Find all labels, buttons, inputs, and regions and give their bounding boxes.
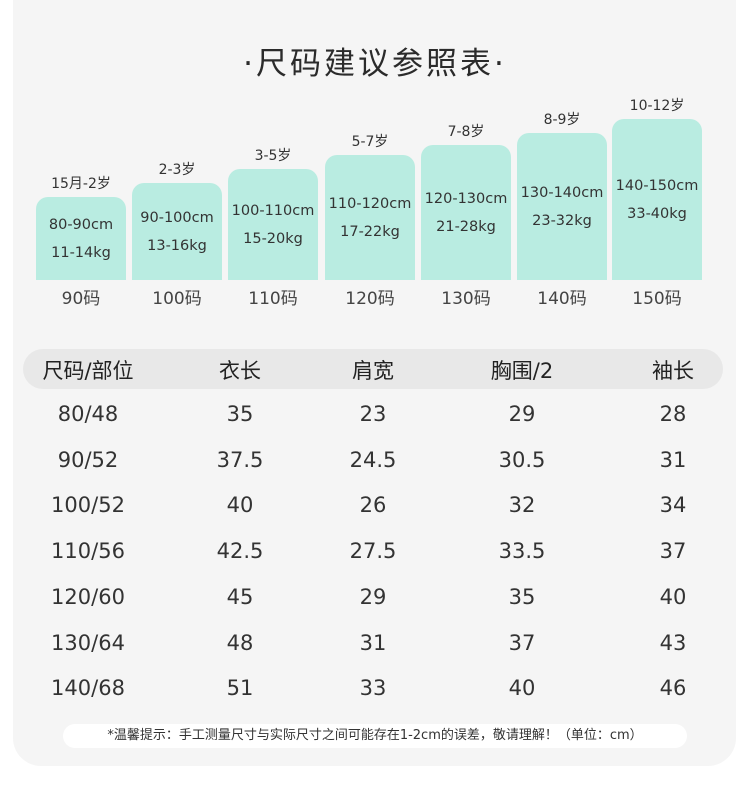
row-size-cell: 80/48 (57, 402, 119, 426)
measurement-cell: 37 (508, 630, 536, 655)
measurement-cell: 43 (659, 630, 687, 655)
table-header-row (23, 349, 723, 389)
age-range-label: 5-7岁 (351, 134, 389, 150)
column-header: 胸围/2 (490, 359, 554, 383)
measurement-cell: 40 (226, 493, 254, 518)
size-label: 130码 (441, 289, 491, 309)
size-bar: 130-140cm 23-32kg (517, 133, 607, 280)
measurement-cell: 51 (226, 676, 254, 701)
size-bar: 90-100cm 13-16kg (132, 183, 222, 280)
weight-range: 11-14kg (51, 244, 111, 261)
measurement-cell: 24.5 (349, 447, 397, 472)
weight-range: 13-16kg (147, 237, 207, 254)
row-size-cell: 140/68 (51, 676, 125, 701)
measurement-cell: 48 (226, 630, 254, 655)
measurement-cell: 26 (359, 493, 387, 518)
page-title: ·尺码建议参照表· (243, 46, 507, 82)
weight-range: 33-40kg (627, 205, 687, 222)
measurement-cell: 42.5 (216, 539, 264, 564)
measurement-cell: 37.5 (216, 447, 264, 472)
size-bar: 110-120cm 17-22kg (325, 155, 415, 280)
age-range-label: 7-8岁 (447, 124, 485, 140)
row-size-cell: 130/64 (51, 630, 125, 655)
measurement-cell: 28 (659, 402, 687, 426)
size-label: 140码 (537, 289, 587, 309)
measurement-cell: 45 (226, 584, 254, 609)
size-bar: 120-130cm 21-28kg (421, 145, 511, 280)
age-range-label: 15月-2岁 (51, 176, 111, 192)
column-header: 肩宽 (352, 359, 394, 383)
weight-range: 23-32kg (532, 212, 592, 229)
age-range-label: 10-12岁 (629, 98, 685, 114)
measurement-cell: 32 (508, 493, 536, 518)
measurement-cell: 31 (659, 447, 687, 472)
measurement-cell: 30.5 (498, 447, 546, 472)
size-bar: 140-150cm 33-40kg (612, 119, 702, 280)
column-header: 袖长 (652, 359, 694, 383)
size-label: 90码 (61, 289, 101, 309)
size-bars: 15月-2岁 80-90cm 11-14kg 90码 2-3岁 90-100cm 13-16… (0, 0, 750, 310)
weight-range: 17-22kg (340, 223, 400, 240)
height-range: 130-140cm (520, 184, 604, 201)
measurement-cell: 40 (659, 584, 687, 609)
measurement-cell: 27.5 (349, 539, 397, 564)
age-range-label: 8-9岁 (543, 112, 581, 128)
age-range-label: 2-3岁 (158, 162, 196, 178)
row-size-cell: 90/52 (57, 447, 119, 472)
weight-range: 21-28kg (436, 218, 496, 235)
size-label: 100码 (152, 289, 202, 309)
height-range: 80-90cm (48, 216, 114, 233)
age-range-label: 3-5岁 (254, 148, 292, 164)
measurement-cell: 40 (508, 676, 536, 701)
height-range: 140-150cm (615, 177, 699, 194)
row-size-cell: 110/56 (51, 539, 125, 564)
measurement-cell: 23 (359, 402, 387, 426)
column-header: 衣长 (219, 359, 261, 383)
measurement-note: *温馨提示：手工测量尺寸与实际尺寸之间可能存在1-2cm的误差，敬请理解！（单位… (63, 724, 687, 748)
weight-range: 15-20kg (243, 230, 303, 247)
measurement-cell: 37 (659, 539, 687, 564)
row-size-cell: 120/60 (51, 584, 125, 609)
size-label: 110码 (248, 289, 298, 309)
size-label: 120码 (345, 289, 395, 309)
row-size-cell: 100/52 (51, 493, 125, 518)
size-bar: 80-90cm 11-14kg (36, 197, 126, 280)
height-range: 110-120cm (328, 195, 412, 212)
measurement-cell: 31 (359, 630, 387, 655)
measurement-cell: 35 (508, 584, 536, 609)
measurement-cell: 33.5 (498, 539, 546, 564)
measurement-cell: 29 (508, 402, 536, 426)
height-range: 100-110cm (231, 202, 315, 219)
column-header: 尺码/部位 (42, 359, 134, 383)
measurement-cell: 33 (359, 676, 387, 701)
measurement-cell: 34 (659, 493, 687, 518)
size-label: 150码 (632, 289, 682, 309)
size-bar: 100-110cm 15-20kg (228, 169, 318, 280)
measurement-cell: 35 (226, 402, 254, 426)
measurement-cell: 29 (359, 584, 387, 609)
measurement-cell: 46 (659, 676, 687, 701)
height-range: 120-130cm (424, 190, 508, 207)
height-range: 90-100cm (140, 209, 214, 226)
